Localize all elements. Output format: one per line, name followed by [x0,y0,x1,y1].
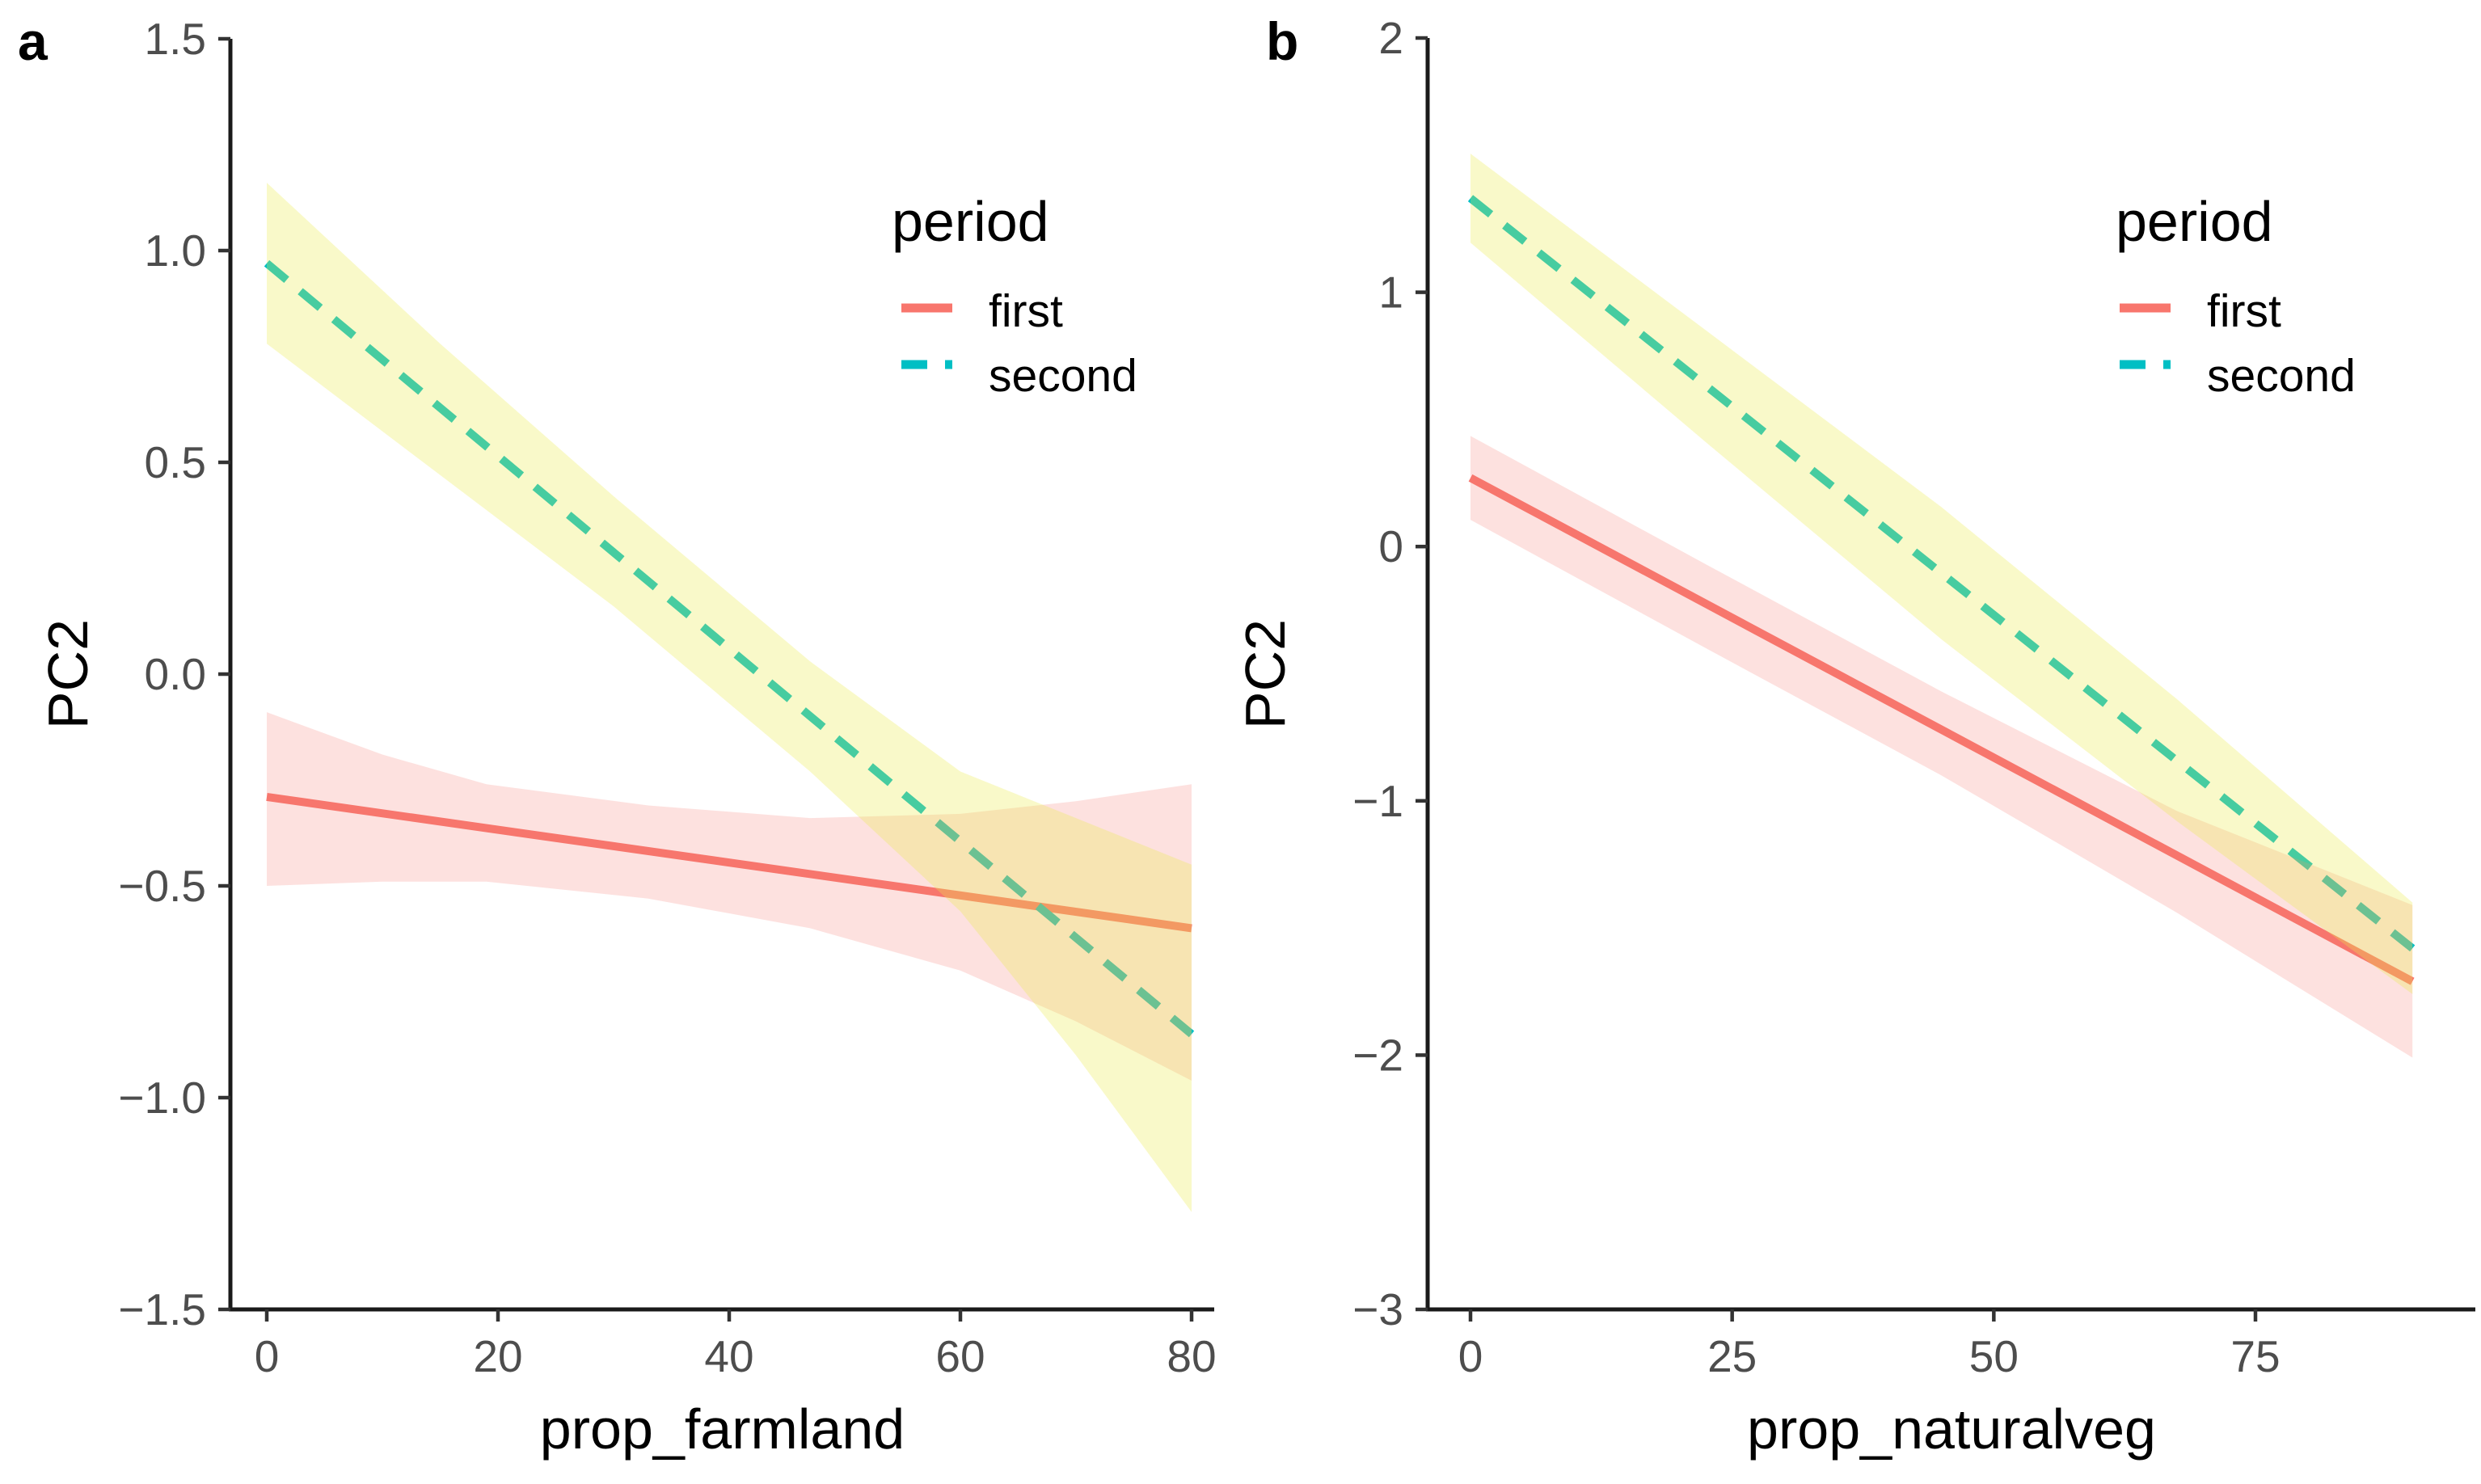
confidence-band-second [1470,154,2413,994]
series-line-first [1468,474,2415,985]
x-tick-label: 75 [2230,1331,2280,1381]
y-tick-label: −2 [1352,1030,1403,1080]
y-tick-label: −0.5 [118,861,206,911]
legend: period first second [892,190,1137,402]
panel-letter-b: b [1266,11,1298,71]
y-tick-label: 0.0 [145,649,206,699]
y-tick-label: −1.0 [118,1073,206,1123]
x-tick-label: 0 [1458,1331,1483,1381]
panel-a: 0 20 40 60 80 1.5 1.0 0.5 0.0 −0.5 −1.0 −1.5 prop_fa… [18,11,1217,1461]
x-axis-title: prop_farmland [540,1398,905,1461]
y-axis-title: PC2 [1234,619,1297,729]
x-tick-label: 25 [1707,1331,1757,1381]
y-tick-label: 0 [1378,521,1403,571]
y-tick-label: 1 [1378,268,1403,318]
panel-letter-a: a [18,11,49,71]
x-tick-label: 20 [473,1331,522,1381]
legend-label-second: second [989,350,1137,402]
legend-label-second: second [2207,350,2356,402]
y-tick-label: −1.5 [118,1284,206,1334]
y-tick-label: 2 [1378,13,1403,63]
legend-label-first: first [989,285,1063,337]
x-tick-label: 40 [704,1331,753,1381]
legend-title: period [892,190,1049,253]
series-line-first [266,793,1192,933]
x-tick-label: 0 [255,1331,280,1381]
y-tick-label: −3 [1352,1284,1403,1334]
y-tick-label: 1.0 [145,226,206,276]
legend-title: period [2116,190,2273,253]
confidence-band-first [1470,436,2413,1058]
confidence-band-first [267,712,1192,1081]
y-axis-title: PC2 [36,619,99,729]
x-tick-label: 80 [1167,1331,1216,1381]
y-tick-label: 0.5 [145,437,206,487]
x-tick-label: 60 [935,1331,985,1381]
x-axis-title: prop_naturalveg [1747,1398,2156,1461]
confidence-band-second [267,183,1192,1212]
y-tick-label: 1.5 [145,14,206,64]
x-tick-label: 50 [1969,1331,2019,1381]
legend: period first second [2116,190,2356,402]
y-tick-label: −1 [1352,776,1403,826]
legend-label-first: first [2207,285,2281,337]
panel-b: 0 25 50 75 2 1 0 −1 −2 −3 prop_naturalveg PC2 period… [1234,11,2475,1461]
